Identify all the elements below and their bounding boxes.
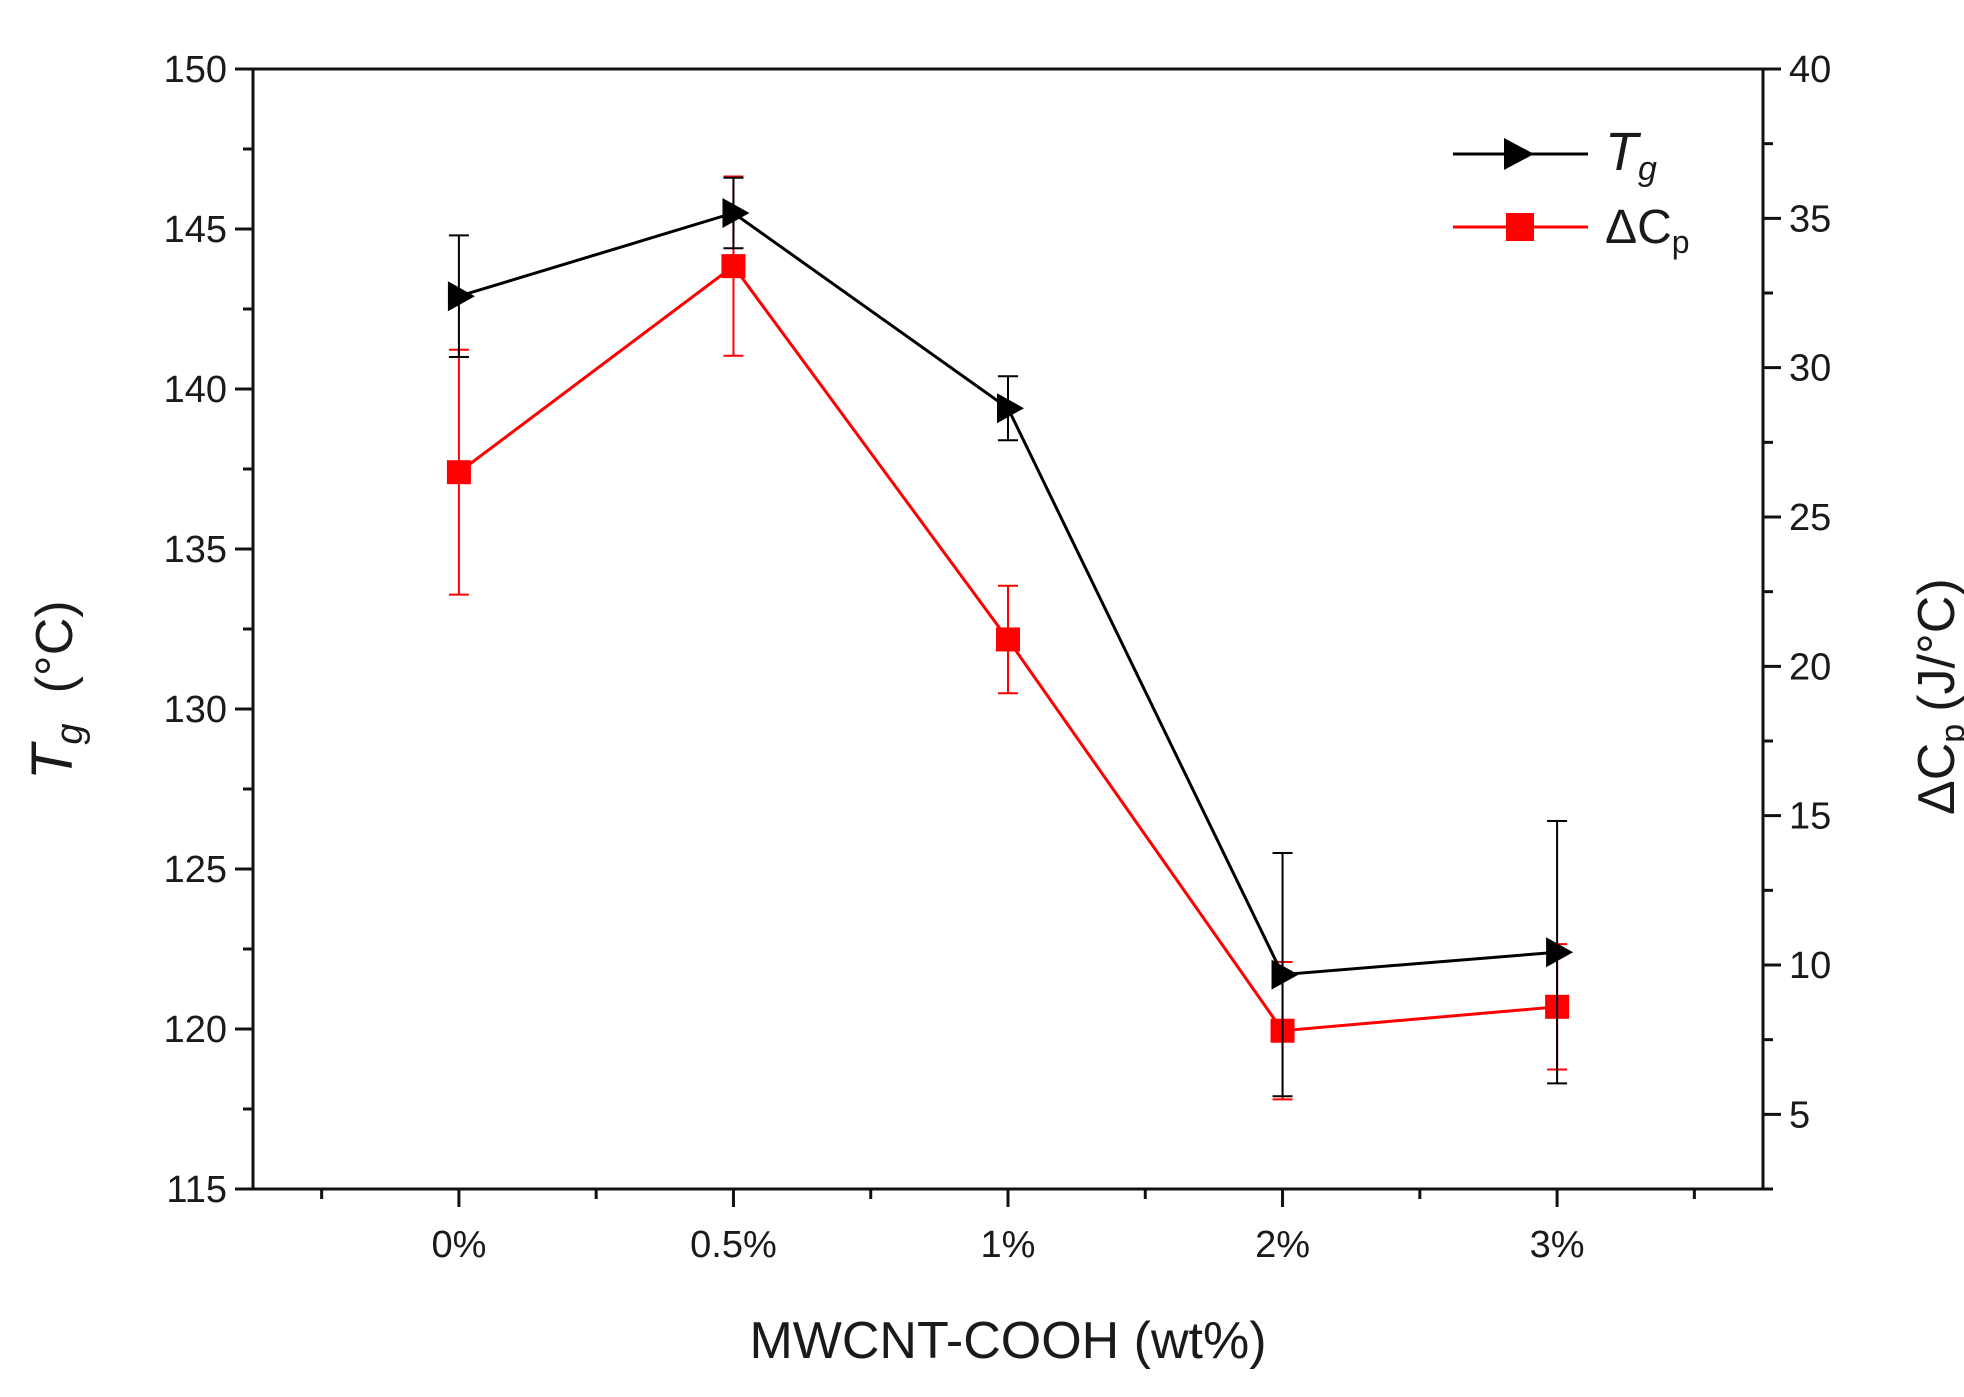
- legend-label-tg: Tg: [1605, 122, 1657, 188]
- y-left-unit: (°C): [26, 600, 84, 693]
- y-right-tick-label: 10: [1789, 945, 1831, 987]
- y-right-tick-label: 40: [1789, 49, 1831, 91]
- data-layer: [446, 175, 1574, 1101]
- series-tg: [447, 176, 1574, 1098]
- x-tick-label: 2%: [1255, 1224, 1310, 1266]
- y-right-tick-label: 15: [1789, 796, 1831, 838]
- y-left-tick-label: 125: [164, 849, 227, 891]
- y-left-subscript: g: [49, 723, 91, 744]
- y-axis-title-left: Tg (°C): [20, 600, 91, 780]
- x-tick-label: 0.5%: [690, 1224, 777, 1266]
- legend-tg-symbol: T: [1605, 122, 1642, 182]
- data-point-tg: [447, 281, 475, 312]
- x-tick-label: 1%: [981, 1224, 1036, 1266]
- legend: Tg ΔCp: [1453, 122, 1690, 260]
- y-left-tick-label: 140: [164, 369, 227, 411]
- y-left-tick-label: 145: [164, 209, 227, 251]
- y-right-tick-label: 20: [1789, 646, 1831, 688]
- legend-dcp-symbol: ΔC: [1605, 201, 1672, 254]
- series-dcp: [446, 175, 1570, 1101]
- data-point-dcp: [446, 460, 471, 485]
- legend-marker-dcp: [1506, 213, 1534, 241]
- data-point-dcp: [721, 254, 746, 279]
- y-left-tick-label: 115: [166, 1169, 227, 1211]
- y-right-tick-label: 25: [1789, 497, 1831, 539]
- data-point-dcp: [996, 627, 1020, 652]
- axes-layer: 115 120 125 130 135 140 145 150 5 10 15 20 25 30 35 40 0…: [164, 49, 1832, 1266]
- y-left-tick-label: 130: [164, 689, 227, 731]
- legend-marker-tg: [1504, 138, 1534, 170]
- y-left-symbol: T: [20, 741, 85, 780]
- data-point-tg: [1546, 937, 1574, 968]
- y-axis-title-right: ΔCp (J/°C): [1908, 578, 1964, 815]
- y-right-symbol: ΔC: [1908, 743, 1964, 815]
- y-right-unit: (J/°C): [1908, 578, 1964, 711]
- y-right-tick-label: 30: [1789, 348, 1831, 390]
- y-right-tick-label: 5: [1789, 1094, 1810, 1136]
- x-tick-label: 3%: [1530, 1224, 1585, 1266]
- y-left-tick-label: 120: [164, 1009, 227, 1051]
- data-point-tg: [997, 393, 1024, 424]
- y-right-tick-label: 35: [1789, 198, 1831, 240]
- data-point-tg: [722, 198, 750, 228]
- x-tick-label: 0%: [431, 1224, 486, 1266]
- legend-label-dcp: ΔCp: [1605, 201, 1690, 260]
- y-right-subscript: p: [1934, 724, 1964, 743]
- y-left-tick-label: 150: [164, 49, 227, 91]
- x-axis-title: MWCNT-COOH (wt%): [749, 1312, 1266, 1370]
- legend-dcp-subscript: p: [1672, 224, 1690, 260]
- y-left-tick-label: 135: [164, 529, 227, 571]
- data-point-tg: [1271, 959, 1299, 990]
- legend-tg-subscript: g: [1638, 150, 1657, 188]
